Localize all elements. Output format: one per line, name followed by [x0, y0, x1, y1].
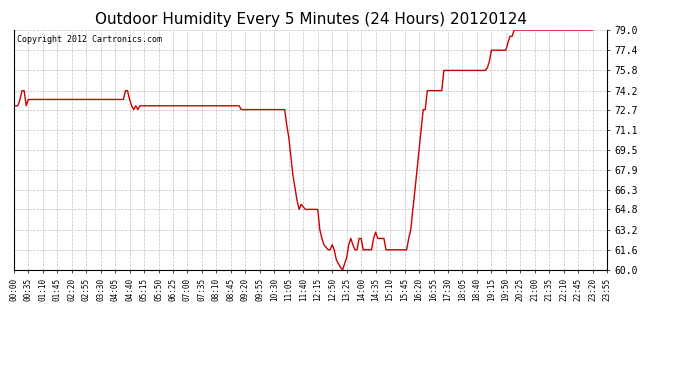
- Title: Outdoor Humidity Every 5 Minutes (24 Hours) 20120124: Outdoor Humidity Every 5 Minutes (24 Hou…: [95, 12, 526, 27]
- Text: Copyright 2012 Cartronics.com: Copyright 2012 Cartronics.com: [17, 35, 161, 44]
